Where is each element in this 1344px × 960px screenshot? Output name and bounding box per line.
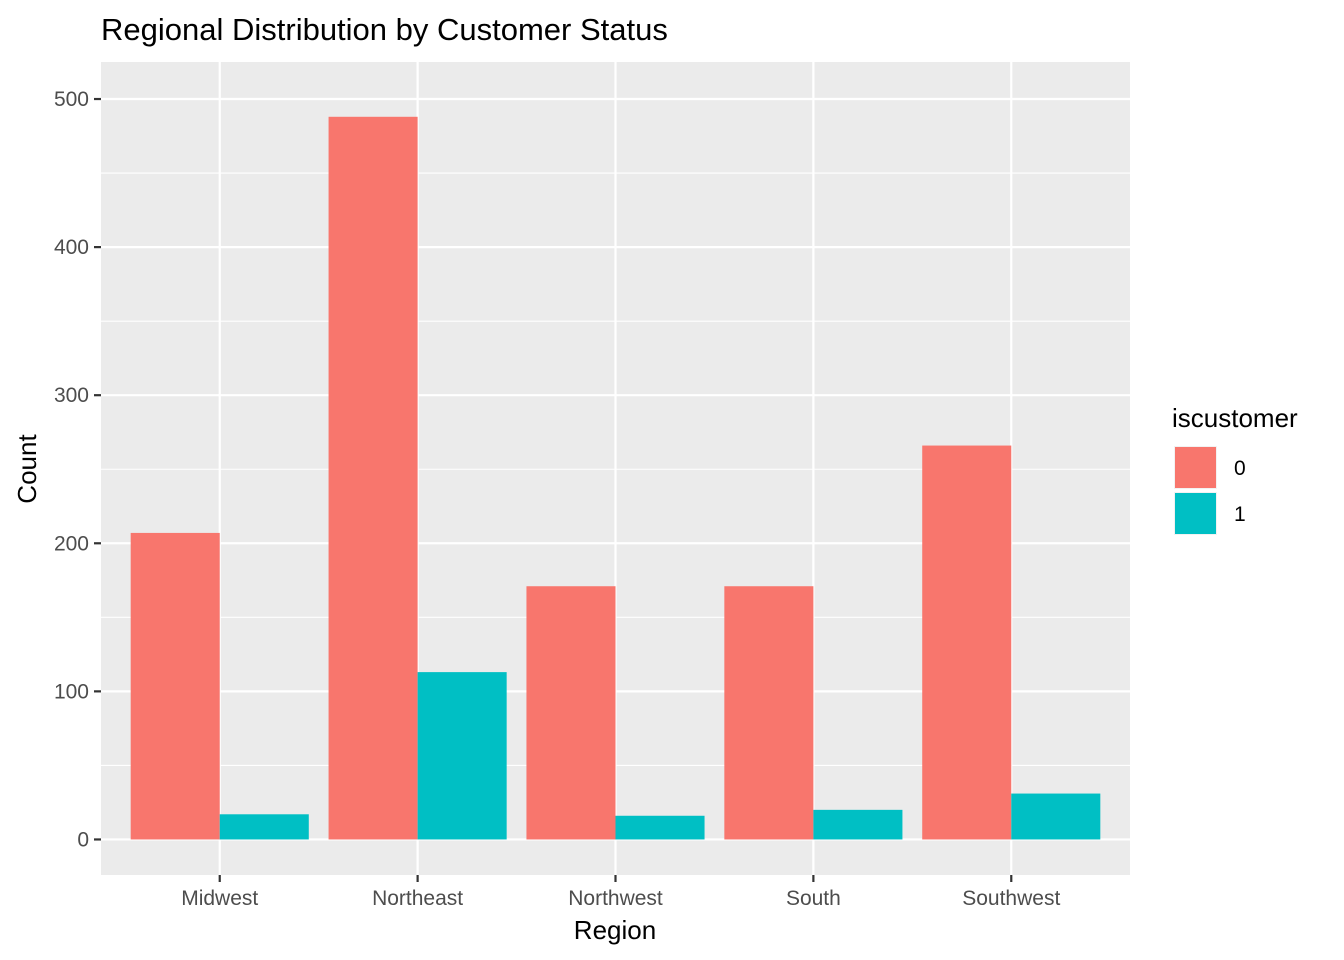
legend-swatch-1 (1175, 493, 1216, 534)
bar-northwest-series-0 (526, 586, 616, 840)
legend-title: iscustomer (1172, 403, 1298, 433)
x-tick-label-midwest: Midwest (181, 887, 258, 910)
y-tick-label: 300 (54, 384, 89, 407)
x-axis-title: Region (574, 915, 656, 945)
bar-northeast-series-0 (328, 116, 418, 840)
legend-items: 01 (1174, 446, 1246, 535)
y-tick-label: 200 (54, 532, 89, 555)
bar-northwest-series-1 (615, 815, 705, 840)
legend-label-0: 0 (1234, 457, 1246, 480)
bar-south-series-1 (813, 809, 903, 840)
bar-southwest-series-0 (922, 445, 1012, 840)
bar-southwest-series-1 (1011, 793, 1101, 840)
legend: iscustomer 01 (1172, 403, 1298, 535)
bar-midwest-series-1 (219, 814, 309, 840)
y-tick-label: 0 (77, 828, 89, 851)
x-axis: Midwest Northeast Northwest South Southwest (181, 875, 1060, 910)
x-tick-label-southwest: Southwest (962, 887, 1060, 910)
y-axis: 0 100 200 300 400 500 (54, 88, 101, 851)
bars-group (130, 116, 1101, 840)
grid-lines (101, 62, 1130, 875)
bar-midwest-series-0 (130, 532, 220, 840)
x-tick-label-northwest: Northwest (568, 887, 663, 910)
x-tick-label-northeast: Northeast (372, 887, 463, 910)
x-tick-label-south: South (786, 887, 841, 910)
legend-swatch-0 (1175, 447, 1216, 488)
chart-title: Regional Distribution by Customer Status (101, 12, 668, 47)
y-tick-label: 100 (54, 680, 89, 703)
y-tick-label: 400 (54, 236, 89, 259)
y-tick-label: 500 (54, 88, 89, 111)
bar-northeast-series-1 (417, 672, 507, 840)
legend-label-1: 1 (1234, 503, 1246, 526)
y-axis-title: Count (12, 434, 42, 504)
bar-south-series-0 (724, 586, 814, 840)
